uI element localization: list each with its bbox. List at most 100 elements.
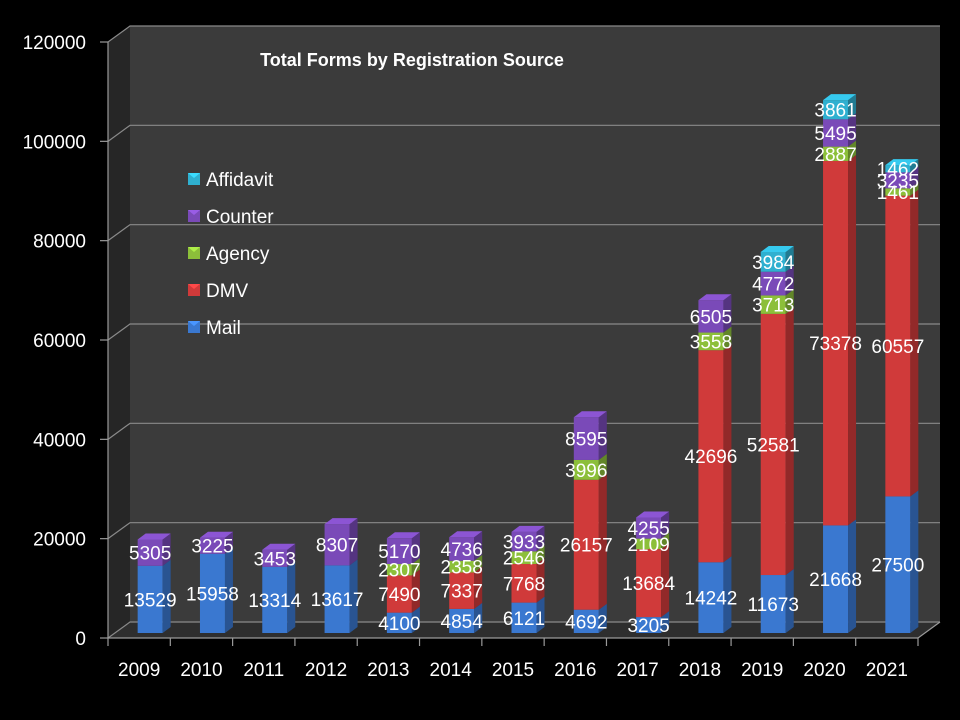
bar-side-mail bbox=[661, 611, 670, 633]
data-label: 1462 bbox=[877, 160, 919, 181]
bar-side-dmv bbox=[474, 566, 483, 609]
bar-segment-dmv bbox=[386, 575, 412, 613]
legend-swatch bbox=[188, 210, 200, 222]
data-label: 5305 bbox=[129, 544, 171, 565]
data-label: 14242 bbox=[685, 589, 738, 610]
data-label: 13314 bbox=[248, 591, 301, 612]
bar-stack bbox=[885, 159, 919, 633]
x-tick-label: 2009 bbox=[118, 660, 160, 681]
bar-segment-dmv bbox=[885, 195, 911, 497]
bar-side-agency bbox=[411, 557, 420, 576]
bar-segment-counter bbox=[199, 537, 225, 554]
bar-top-counter bbox=[511, 525, 545, 532]
bar-top-counter bbox=[636, 511, 670, 518]
bar-stack bbox=[199, 531, 233, 633]
bar-stack bbox=[636, 511, 670, 633]
bar-side-counter bbox=[474, 531, 483, 561]
bar-side-dmv bbox=[910, 189, 919, 497]
x-tick-label: 2019 bbox=[741, 660, 783, 681]
bar-segment-counter bbox=[137, 539, 163, 566]
bar-side-mail bbox=[349, 559, 358, 633]
bar-side-agency bbox=[723, 326, 732, 351]
bar-side-mail bbox=[287, 560, 296, 633]
bar-segment-affidavit bbox=[823, 100, 849, 120]
x-tick-label: 2020 bbox=[803, 660, 845, 681]
data-label: 6505 bbox=[690, 307, 732, 328]
data-label: 60557 bbox=[871, 337, 924, 358]
legend-swatch-highlight bbox=[188, 247, 200, 252]
y-tick-label: 120000 bbox=[23, 33, 86, 54]
data-label: 3235 bbox=[877, 171, 919, 192]
bar-side-mail bbox=[848, 519, 857, 633]
x-tick-label: 2010 bbox=[180, 660, 222, 681]
gridline bbox=[107, 323, 940, 341]
legend-item-agency: Agency bbox=[188, 244, 270, 265]
data-label: 3933 bbox=[503, 533, 545, 554]
data-label: 42696 bbox=[685, 447, 738, 468]
data-label: 13684 bbox=[622, 574, 675, 595]
data-label: 2109 bbox=[627, 535, 669, 556]
bar-segment-agency bbox=[885, 188, 911, 196]
bar-stack bbox=[760, 245, 794, 633]
bar-side-agency bbox=[848, 140, 857, 161]
x-tick-label: 2015 bbox=[492, 660, 534, 681]
data-label: 7490 bbox=[378, 585, 420, 606]
bar-side-counter bbox=[536, 525, 545, 552]
x-tick-label: 2018 bbox=[679, 660, 721, 681]
gridline bbox=[107, 522, 940, 540]
bar-segment-counter bbox=[262, 549, 288, 567]
legend-swatch bbox=[188, 321, 200, 333]
bar-segment-mail bbox=[760, 575, 786, 633]
data-label: 6121 bbox=[503, 609, 545, 630]
bar-stack bbox=[573, 411, 607, 633]
bar-side-counter bbox=[349, 518, 358, 566]
bar-side-mail bbox=[910, 490, 919, 633]
data-label: 11673 bbox=[748, 595, 799, 616]
bar-stack bbox=[137, 533, 171, 633]
data-label: 15958 bbox=[186, 584, 239, 605]
bar-segment-agency bbox=[698, 332, 724, 351]
axes: 0 20000 40000 60000 80000 100000 120000 2009 201… bbox=[23, 33, 941, 681]
bar-segment-counter bbox=[698, 300, 724, 333]
bar-segment-mail bbox=[698, 562, 724, 633]
bar-top-counter bbox=[262, 543, 296, 550]
bar-side-dmv bbox=[598, 473, 607, 610]
bar-side-counter bbox=[723, 294, 732, 333]
bar-segment-counter bbox=[760, 271, 786, 296]
bar-top-affidavit bbox=[823, 94, 857, 101]
data-label: 4255 bbox=[627, 519, 669, 540]
bar-segment-mail bbox=[137, 565, 163, 633]
x-tick-label: 2016 bbox=[554, 660, 596, 681]
data-label: 27500 bbox=[871, 556, 924, 577]
data-label: 13617 bbox=[311, 590, 364, 611]
bar-segment-agency bbox=[760, 295, 786, 314]
data-label: 3205 bbox=[627, 616, 669, 637]
bar-segment-agency bbox=[636, 538, 662, 550]
bar-segment-mail bbox=[449, 608, 475, 633]
bar-top-counter bbox=[324, 518, 358, 525]
data-label: 2887 bbox=[814, 145, 856, 166]
data-label: 8307 bbox=[316, 536, 358, 557]
bar-top-affidavit bbox=[885, 159, 919, 166]
bar-side-mail bbox=[723, 556, 732, 633]
bar-segment-mail bbox=[262, 566, 288, 633]
bar-top-affidavit bbox=[760, 245, 794, 252]
y-tick-label: 80000 bbox=[33, 232, 86, 253]
x-tick-label: 2013 bbox=[367, 660, 409, 681]
bar-side-dmv bbox=[661, 543, 670, 618]
bar-side-counter bbox=[661, 511, 670, 539]
data-label: 3453 bbox=[254, 549, 296, 570]
legend-swatch bbox=[188, 247, 200, 259]
bar-side-affidavit bbox=[785, 245, 794, 272]
bar-side-mail bbox=[474, 602, 483, 633]
data-label: 2358 bbox=[441, 558, 483, 579]
bar-top-counter bbox=[698, 294, 732, 301]
bar-segment-counter bbox=[573, 417, 599, 460]
legend-label: DMV bbox=[206, 281, 249, 302]
bar-side-counter bbox=[162, 533, 171, 566]
bar-segment-agency bbox=[573, 459, 599, 480]
bar-stack bbox=[511, 525, 545, 633]
bar-top-counter bbox=[449, 531, 483, 538]
bar-segment-dmv bbox=[449, 572, 475, 609]
y-tick-label: 100000 bbox=[23, 132, 86, 153]
